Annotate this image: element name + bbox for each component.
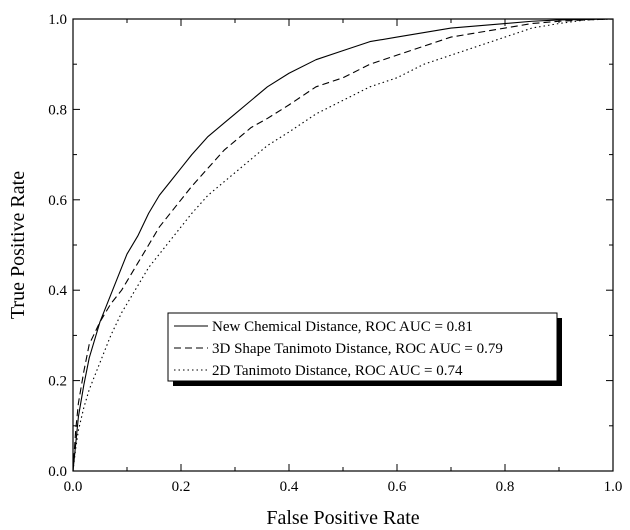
axis-ticks <box>72 18 614 472</box>
series-line-2 <box>72 18 614 472</box>
y-tick-label: 0.4 <box>48 283 67 299</box>
legend-label-2: 3D Shape Tanimoto Distance, ROC AUC = 0.… <box>212 341 503 357</box>
y-axis-label: True Positive Rate <box>7 171 29 319</box>
series-line-1 <box>72 18 614 472</box>
plot-curves <box>72 18 614 472</box>
plot-frame <box>72 18 614 472</box>
x-tick-label: 0.0 <box>64 479 83 495</box>
y-tick-label: 0.6 <box>48 193 67 209</box>
x-tick-label: 0.6 <box>388 479 407 495</box>
y-tick-label: 1.0 <box>48 12 67 28</box>
x-tick-label: 0.2 <box>172 479 191 495</box>
x-axis-label: False Positive Rate <box>266 507 419 529</box>
axis-tick-labels: 0.0 0.2 0.4 0.6 0.8 1.0 0.0 0.2 0.4 0.6 0.8 1.0 <box>48 12 622 495</box>
x-tick-label: 0.8 <box>496 479 515 495</box>
legend-label-3: 2D Tanimoto Distance, ROC AUC = 0.74 <box>212 363 463 379</box>
legend-box <box>167 312 558 382</box>
y-tick-label: 0.2 <box>48 374 67 390</box>
x-tick-label: 0.4 <box>280 479 299 495</box>
y-tick-label: 0.0 <box>48 464 67 480</box>
legend: New Chemical Distance, ROC AUC = 0.81 3D … <box>167 312 562 386</box>
x-tick-label: 1.0 <box>604 479 623 495</box>
legend-label-1: New Chemical Distance, ROC AUC = 0.81 <box>212 319 473 335</box>
y-tick-label: 0.8 <box>48 102 67 118</box>
legend-items: New Chemical Distance, ROC AUC = 0.81 3D … <box>174 319 503 379</box>
series-line-3 <box>72 18 614 472</box>
